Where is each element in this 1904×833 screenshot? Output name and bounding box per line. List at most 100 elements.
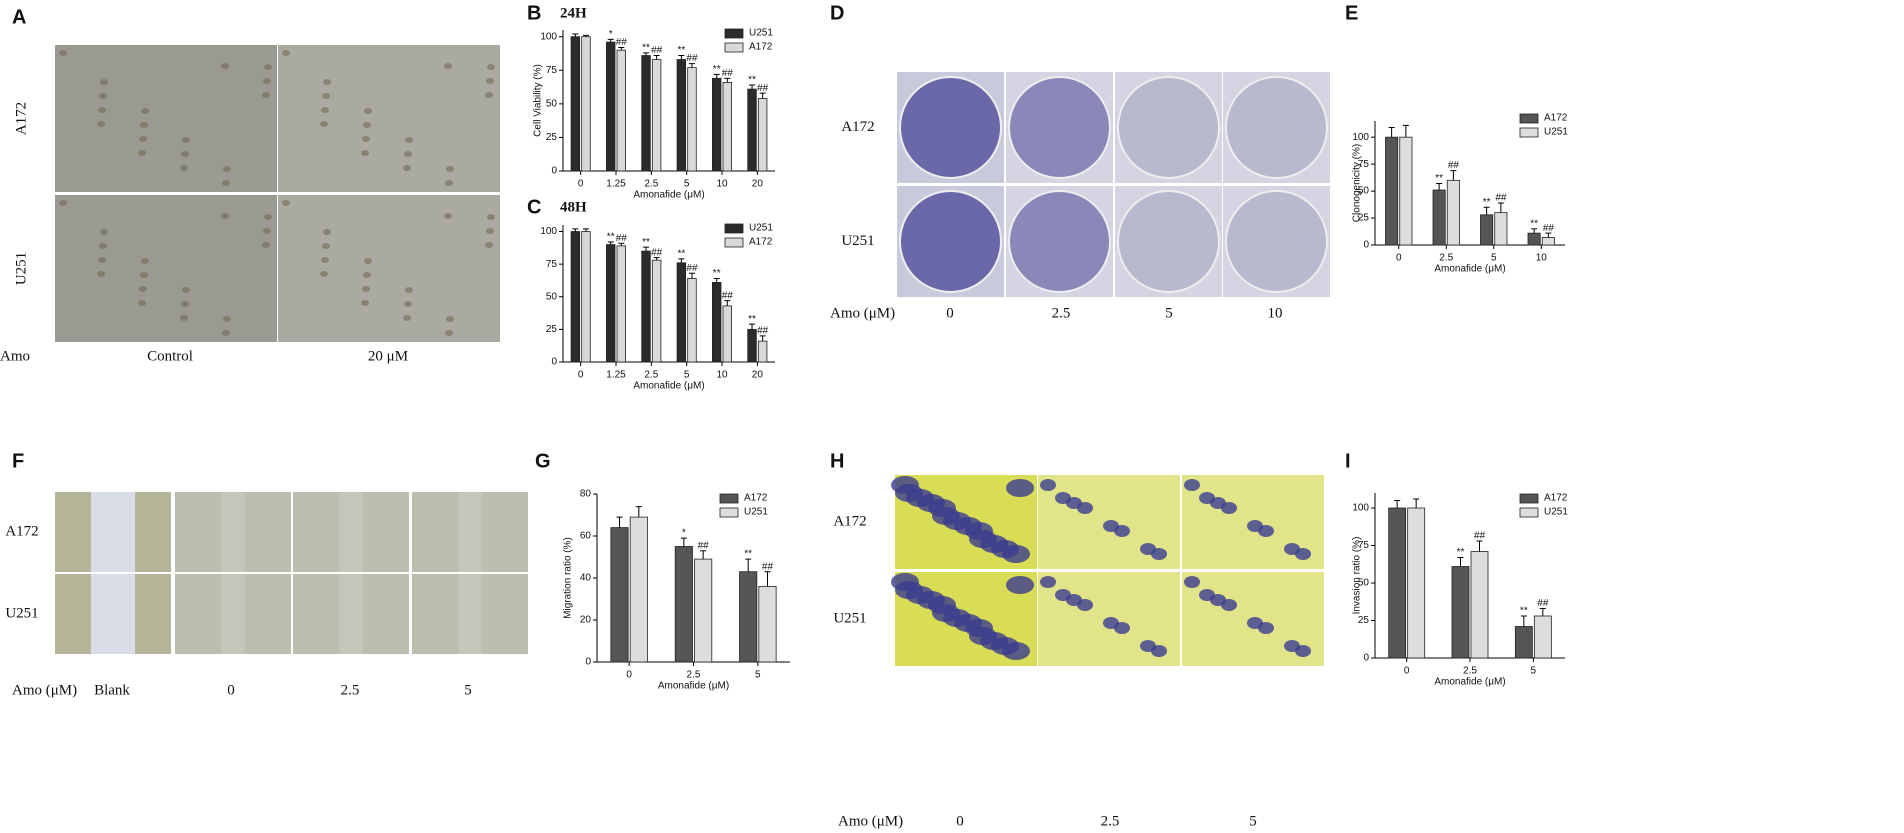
error-bar	[1450, 170, 1457, 181]
y-tick-label: 40	[580, 573, 592, 584]
cell-blob	[181, 301, 189, 307]
y-tick-label: 50	[546, 98, 558, 109]
error-bar	[1539, 608, 1546, 616]
cell-blob	[263, 78, 271, 84]
bar	[676, 262, 687, 363]
significance: **	[677, 45, 685, 56]
x-tick-label: 0	[626, 670, 632, 681]
bar	[606, 244, 616, 363]
cell-blob	[445, 180, 453, 186]
error-bar	[680, 537, 687, 547]
column-label: 2.5	[341, 682, 360, 698]
error-bar	[653, 257, 660, 261]
cell-blob	[323, 229, 331, 235]
error-bar	[653, 55, 660, 60]
dish	[899, 76, 1002, 179]
error-bar	[607, 38, 614, 43]
x-tick-label: 2.5	[644, 370, 658, 381]
y-tick-label: 75	[1358, 159, 1370, 170]
error-bar	[1457, 557, 1464, 567]
bar	[739, 571, 758, 663]
error-bar	[764, 571, 771, 587]
scratch-gap	[339, 574, 363, 654]
column-label: 2.5	[1101, 813, 1120, 829]
dish	[899, 190, 1002, 293]
error-bar	[759, 335, 766, 342]
significance: **	[713, 268, 721, 279]
error-bar	[700, 550, 707, 560]
cell-blob	[98, 107, 106, 113]
bar	[1388, 507, 1407, 659]
dish	[1117, 76, 1220, 179]
cell-blob	[361, 300, 369, 306]
column-label: 5	[1249, 813, 1257, 829]
error-bar	[1545, 232, 1552, 238]
legend-label: A172	[749, 237, 773, 248]
photo	[55, 45, 277, 192]
error-bar	[1497, 202, 1504, 213]
y-tick-label: 25	[1358, 615, 1370, 626]
cell-blob	[262, 92, 270, 98]
cell-blob	[262, 242, 270, 248]
column-label: 5	[1165, 305, 1173, 321]
significance: **	[607, 232, 615, 243]
cell-blob	[59, 200, 67, 206]
cell-blob	[363, 272, 371, 278]
bar	[712, 77, 722, 172]
error-bar	[745, 558, 752, 572]
cell-blob	[445, 330, 453, 336]
legend-swatch	[1519, 493, 1539, 504]
cell-blob	[320, 121, 328, 127]
bar	[687, 67, 697, 172]
cell-blob	[932, 507, 960, 525]
cell-blob	[263, 228, 271, 234]
cell-blob	[405, 137, 413, 143]
y-tick-label: 25	[546, 132, 558, 143]
x-tick-label: 5	[755, 670, 761, 681]
panel-letter: D	[830, 2, 844, 24]
cell-blob	[1040, 576, 1056, 588]
cell-blob	[1055, 589, 1071, 601]
panel-letter: B	[527, 2, 541, 24]
error-bar	[713, 73, 720, 79]
cell-blob	[444, 63, 452, 69]
bar	[570, 231, 581, 363]
cell-blob	[1247, 617, 1263, 629]
error-bar	[616, 516, 623, 528]
bar	[1527, 232, 1541, 246]
error-bar	[572, 33, 579, 37]
bar	[1533, 615, 1552, 659]
bar	[687, 278, 697, 363]
significance: ##	[1448, 160, 1460, 171]
x-axis-label: Amonafide (μM)	[1434, 677, 1505, 688]
bar	[1432, 189, 1446, 246]
cell-blob	[100, 229, 108, 235]
panel-letter: E	[1345, 2, 1358, 24]
bar	[1470, 551, 1489, 659]
scratch-gap	[221, 492, 245, 572]
bar	[651, 59, 662, 172]
cell-blob	[282, 50, 290, 56]
x-axis-label: Amonafide (μM)	[633, 190, 704, 201]
y-tick-label: 60	[580, 531, 592, 542]
bar	[722, 305, 733, 363]
significance: ##	[686, 53, 698, 64]
cell-blob	[222, 330, 230, 336]
x-tick-label: 10	[716, 370, 728, 381]
bar	[1399, 136, 1413, 246]
dish	[1225, 190, 1328, 293]
photo	[55, 195, 277, 342]
x-tick-label: 0	[578, 370, 584, 381]
cell-blob	[320, 271, 328, 277]
x-tick-label: 2.5	[644, 179, 658, 190]
legend-label: A172	[744, 493, 768, 504]
bar	[747, 328, 757, 363]
cell-blob	[1006, 479, 1034, 497]
error-bar	[618, 46, 625, 51]
error-bar	[1436, 183, 1443, 191]
y-axis-label: Cell Viability (%)	[533, 64, 544, 137]
cell-blob	[180, 315, 188, 321]
legend-label: A172	[1544, 113, 1568, 124]
cell-blob	[487, 214, 495, 220]
x-axis-label: Amonafide (μM)	[658, 681, 729, 692]
